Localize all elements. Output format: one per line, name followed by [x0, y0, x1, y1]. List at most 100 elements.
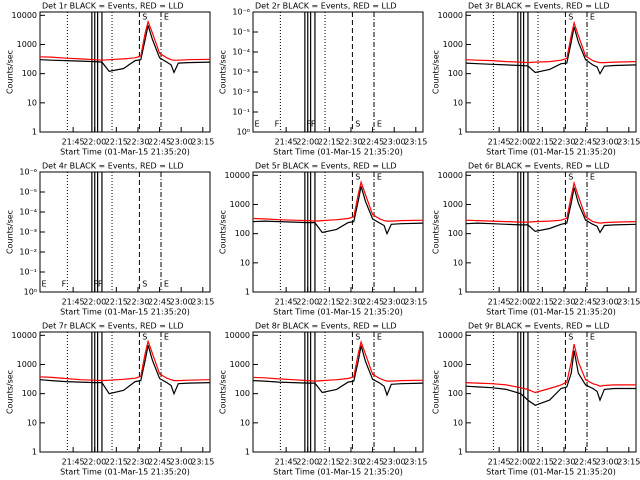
y-tick-label: 1 [245, 448, 250, 457]
y-tick-label: 10000 [225, 331, 250, 340]
plot-frame [465, 171, 637, 293]
y-tick-label: 1000 [443, 200, 463, 209]
series-line [39, 339, 211, 382]
x-tick-label: 21:45 [275, 458, 298, 467]
plot-frame [252, 11, 424, 133]
y-tick-label: 10⁻⁶ [232, 8, 250, 17]
x-tick-label: 22:00 [296, 298, 319, 307]
x-tick-label: 22:45 [574, 458, 597, 467]
series-line [252, 345, 424, 397]
x-tick-label: 22:00 [296, 458, 319, 467]
x-tick-label: 21:45 [488, 458, 511, 467]
y-tick-label: 10⁻¹ [19, 268, 37, 277]
y-axis-label: Counts/sec [6, 210, 15, 254]
x-tick-label: 22:15 [318, 298, 341, 307]
annotation: FF [306, 120, 316, 129]
x-axis-label: Start Time (01-Mar-15 21:35:20) [60, 308, 190, 317]
y-tick-label: 10 [27, 418, 37, 427]
x-tick-label: 23:15 [617, 138, 640, 147]
x-tick-label: 22:30 [339, 138, 362, 147]
x-tick-label: 22:30 [339, 298, 362, 307]
y-tick-label: 10⁻³ [19, 228, 37, 237]
annotation: S [142, 333, 147, 342]
x-tick-label: 23:15 [191, 138, 214, 147]
y-tick-label: 1 [458, 128, 463, 137]
x-axis-label: Start Time (01-Mar-15 21:35:20) [273, 308, 403, 317]
y-tick-label: 1 [458, 288, 463, 297]
y-tick-label: 10⁰ [237, 128, 250, 137]
y-axis-label: Counts/sec [432, 50, 441, 94]
y-tick-label: 10 [27, 98, 37, 107]
y-axis-label: Counts/sec [6, 370, 15, 414]
y-tick-label: 1000 [17, 360, 37, 369]
x-axis-label: Start Time (01-Mar-15 21:35:20) [273, 148, 403, 157]
x-tick-label: 22:45 [574, 138, 597, 147]
y-tick-label: 10 [240, 418, 250, 427]
y-tick-label: 10 [453, 258, 463, 267]
y-tick-label: 1 [458, 448, 463, 457]
annotation: S [568, 173, 573, 182]
x-tick-label: 22:45 [361, 138, 384, 147]
x-tick-label: 23:00 [170, 138, 193, 147]
annotation: S [568, 333, 573, 342]
plot-frame [465, 331, 637, 453]
x-tick-label: 22:45 [148, 138, 171, 147]
chart-title: Det 1r BLACK = Events, RED = LLD [42, 2, 184, 11]
y-tick-label: 10⁻⁵ [232, 28, 250, 37]
y-tick-label: 10⁻² [19, 248, 37, 257]
x-tick-label: 22:30 [126, 298, 149, 307]
y-tick-label: 10000 [12, 11, 37, 20]
x-tick-label: 21:45 [62, 138, 85, 147]
x-tick-label: 23:15 [404, 138, 427, 147]
annotation: E [164, 280, 169, 289]
x-axis-label: Start Time (01-Mar-15 21:35:20) [486, 148, 616, 157]
y-tick-label: 1 [32, 128, 37, 137]
plot-frame [252, 331, 424, 453]
x-tick-label: 21:45 [275, 298, 298, 307]
y-axis-label: Counts/sec [219, 370, 228, 414]
x-tick-label: 22:45 [361, 298, 384, 307]
x-tick-label: 22:00 [509, 458, 532, 467]
chart-title: Det 9r BLACK = Events, RED = LLD [468, 322, 610, 331]
series-line [252, 339, 424, 382]
y-tick-label: 100 [448, 229, 463, 238]
x-tick-label: 22:30 [552, 458, 575, 467]
annotation: E [590, 333, 595, 342]
x-tick-label: 22:15 [531, 458, 554, 467]
annotation: E [377, 173, 382, 182]
y-tick-label: 10⁻⁵ [19, 188, 37, 197]
y-tick-label: 10⁻⁴ [232, 48, 250, 57]
annotation: E [41, 280, 46, 289]
series-line [39, 19, 211, 61]
x-tick-label: 23:15 [404, 298, 427, 307]
x-tick-label: 22:15 [105, 138, 128, 147]
y-tick-label: 10000 [438, 171, 463, 180]
x-tick-label: 22:45 [361, 458, 384, 467]
y-axis-label: Counts/sec [219, 50, 228, 94]
x-tick-label: 22:30 [126, 138, 149, 147]
y-tick-label: 10000 [12, 331, 37, 340]
x-tick-label: 22:45 [148, 458, 171, 467]
y-axis-label: Counts/sec [6, 50, 15, 94]
y-tick-label: 100 [22, 389, 37, 398]
series-line [39, 345, 211, 396]
x-tick-label: 23:00 [596, 298, 619, 307]
y-tick-label: 10⁻⁴ [19, 208, 37, 217]
x-tick-label: 22:15 [531, 138, 554, 147]
y-tick-label: 1000 [230, 360, 250, 369]
y-axis-label: Counts/sec [432, 210, 441, 254]
x-tick-label: 23:00 [383, 458, 406, 467]
plot-frame [39, 171, 211, 293]
x-axis-label: Start Time (01-Mar-15 21:35:20) [60, 468, 190, 477]
y-tick-label: 10⁻¹ [232, 108, 250, 117]
x-axis-label: Start Time (01-Mar-15 21:35:20) [60, 148, 190, 157]
x-tick-label: 23:00 [383, 298, 406, 307]
x-tick-label: 23:15 [617, 298, 640, 307]
x-tick-label: 23:00 [170, 458, 193, 467]
series-line [465, 187, 637, 234]
x-tick-label: 21:45 [275, 138, 298, 147]
x-tick-label: 22:00 [83, 298, 106, 307]
series-line [252, 186, 424, 236]
annotation: E [377, 333, 382, 342]
